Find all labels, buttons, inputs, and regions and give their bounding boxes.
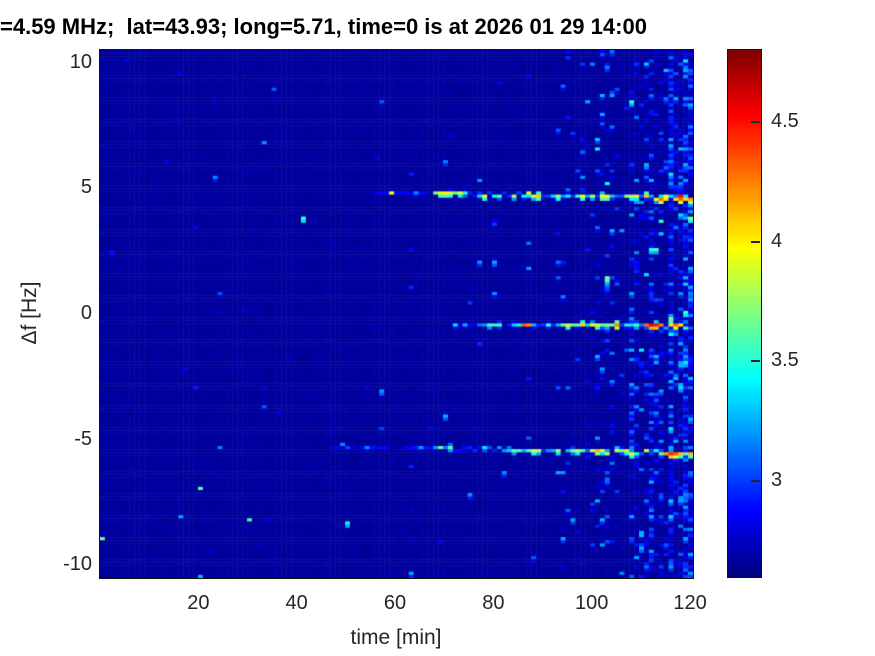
- y-tick-label: 10: [69, 50, 92, 73]
- y-tick-label: 0: [80, 302, 92, 324]
- x-tick-label: 120: [673, 592, 707, 614]
- x-tick-label: 100: [575, 592, 609, 614]
- colorbar-tick-label: 4: [771, 229, 783, 252]
- x-tick-label: 20: [187, 592, 210, 614]
- colorbar-tick-mark: [751, 480, 760, 483]
- colorbar-tick-mark: [751, 360, 760, 363]
- colorbar: [727, 49, 762, 578]
- colorbar-tick-mark: [751, 240, 760, 243]
- figure-title: =4.59 MHz; lat=43.93; long=5.71, time=0 …: [0, 14, 647, 39]
- y-tick-label: 5: [80, 176, 92, 199]
- colorbar-tick-label: 3.5: [771, 349, 799, 372]
- colorbar-tick-label: 3: [771, 469, 783, 492]
- y-tick-label: -10: [63, 553, 92, 576]
- y-tick-label: -5: [74, 427, 92, 450]
- spectrogram-heatmap: [99, 49, 694, 579]
- x-tick-label: 40: [285, 592, 308, 614]
- colorbar-tick-mark: [751, 120, 760, 123]
- x-tick-label: 80: [482, 592, 505, 614]
- x-axis-label: time [min]: [350, 626, 442, 649]
- x-tick-label: 60: [383, 592, 407, 614]
- colorbar-tick-label: 4.5: [771, 109, 799, 132]
